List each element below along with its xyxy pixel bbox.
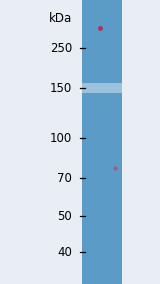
Text: 40: 40 xyxy=(57,245,72,258)
Text: kDa: kDa xyxy=(49,11,72,24)
Text: 50: 50 xyxy=(57,210,72,222)
Bar xyxy=(82,83,122,93)
Text: 150: 150 xyxy=(50,82,72,95)
Text: 100: 100 xyxy=(50,131,72,145)
Bar xyxy=(82,0,122,284)
Text: 70: 70 xyxy=(57,172,72,185)
Text: 250: 250 xyxy=(50,41,72,55)
